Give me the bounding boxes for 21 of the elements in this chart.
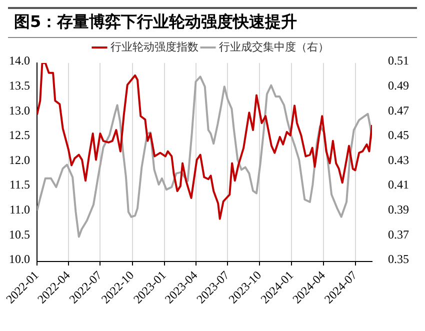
y-tick-label: 12.5 xyxy=(9,128,30,142)
y2-tick-label: 0.41 xyxy=(388,178,409,192)
y2-tick-label: 0.35 xyxy=(388,252,409,266)
y2-tick-label: 0.51 xyxy=(388,54,409,68)
y2-tick-label: 0.45 xyxy=(388,128,409,142)
legend-label: 行业成交集中度（右） xyxy=(219,40,329,54)
chart-title: 图5：存量博弈下行业轮动强度快速提升 xyxy=(8,7,417,38)
y-tick-label: 14.0 xyxy=(9,54,30,68)
y2-tick-label: 0.43 xyxy=(388,152,409,167)
y2-tick-label: 0.49 xyxy=(388,78,409,92)
y-tick-label: 10.5 xyxy=(9,227,30,242)
y-tick-label: 11.0 xyxy=(9,202,30,217)
y-tick-label: 11.5 xyxy=(9,178,30,192)
y-tick-label: 13.5 xyxy=(9,78,30,92)
legend-label: 行业轮动强度指数 xyxy=(110,40,198,54)
y-tick-label: 12.0 xyxy=(9,152,30,167)
y2-tick-label: 0.47 xyxy=(388,103,409,118)
y-tick-label: 13.0 xyxy=(9,103,30,118)
y2-tick-label: 0.37 xyxy=(388,227,409,242)
y2-tick-label: 0.39 xyxy=(388,202,409,217)
y-tick-label: 10.0 xyxy=(9,252,30,266)
